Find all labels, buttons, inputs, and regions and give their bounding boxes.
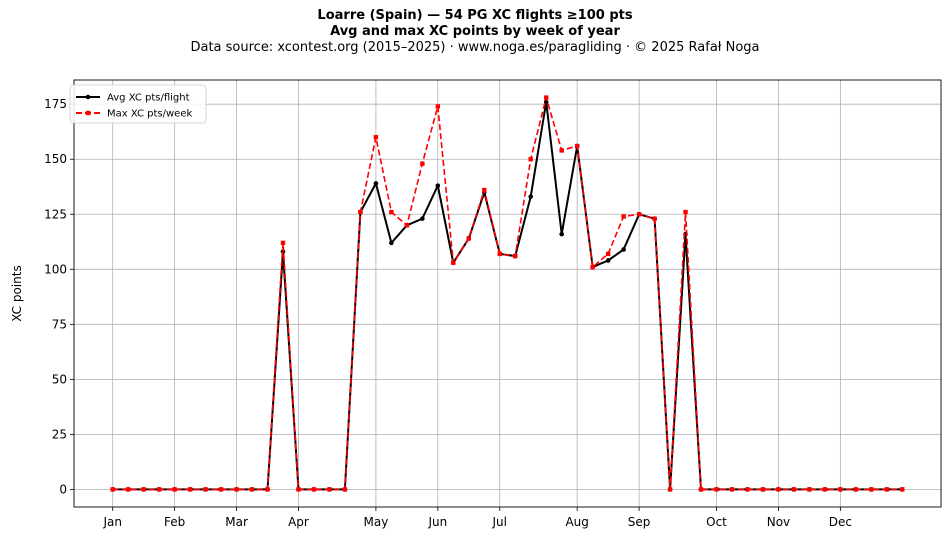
y-tick-label: 175 [44, 97, 67, 111]
data-point-max [636, 212, 642, 217]
data-point-max [652, 216, 657, 221]
data-point-max [280, 240, 286, 246]
data-point-avg [528, 194, 534, 199]
data-point-max [714, 487, 719, 492]
data-point-max [528, 157, 533, 162]
data-point-max [497, 251, 502, 257]
x-tick-label: Nov [767, 515, 790, 529]
data-point-max [513, 253, 518, 259]
y-tick-label: 125 [44, 207, 67, 221]
data-point-max [760, 487, 766, 492]
chart-source: Data source: xcontest.org (2015–2025) · … [190, 40, 760, 55]
legend-marker [85, 94, 91, 100]
data-point-max [203, 487, 208, 492]
data-point-max [389, 209, 394, 215]
data-point-avg [373, 181, 379, 186]
data-point-max [667, 487, 673, 492]
x-tick-label: Mar [225, 515, 248, 529]
x-tick-label: Aug [565, 515, 588, 529]
data-point-max [234, 487, 239, 492]
data-point-max [296, 487, 301, 492]
legend-marker [86, 110, 91, 116]
x-tick-label: May [363, 515, 388, 529]
data-point-avg [605, 258, 611, 263]
y-tick-label: 25 [52, 427, 67, 441]
data-point-max [605, 251, 611, 257]
x-tick-label: Sep [628, 515, 651, 529]
data-point-max [482, 187, 487, 193]
data-point-max [156, 487, 162, 492]
data-point-avg [420, 216, 425, 221]
data-point-max [125, 487, 131, 492]
x-tick-label: Apr [288, 515, 309, 529]
series-line-1 [112, 101, 903, 491]
data-point-max [776, 487, 781, 492]
data-point-max [373, 135, 379, 140]
data-point-max [265, 487, 270, 492]
y-tick-label: 75 [52, 317, 67, 331]
data-point-max [435, 104, 441, 109]
legend: Avg XC pts/flight Max XC pts/week [69, 84, 207, 124]
data-point-max [404, 223, 410, 228]
data-point-max [853, 487, 859, 492]
data-point-max [358, 209, 363, 215]
data-point-max [342, 487, 348, 492]
series-line-2 [112, 96, 903, 491]
data-point-max [698, 487, 704, 492]
data-point-max [141, 487, 146, 492]
data-point-avg [621, 247, 626, 252]
data-point-max [466, 236, 471, 241]
y-tick-label: 100 [44, 262, 67, 276]
chart-subtitle: Avg and max XC points by week of year [330, 24, 620, 39]
x-tick-label: Oct [706, 515, 727, 529]
data-point-max [822, 487, 828, 492]
data-point-avg [559, 231, 564, 237]
data-point-max [110, 487, 115, 492]
data-point-max [544, 95, 549, 100]
legend-box [69, 84, 207, 124]
x-tick-label: Jan [102, 515, 122, 529]
y-axis-label: XC points [10, 265, 24, 321]
x-tick-label: Jun [427, 515, 447, 529]
data-point-avg [435, 183, 441, 188]
data-point-max [791, 487, 797, 492]
data-point-max [745, 487, 750, 492]
data-point-max [869, 487, 874, 492]
data-point-max [218, 487, 224, 492]
data-point-max [574, 143, 580, 149]
data-point-max [729, 487, 735, 492]
legend-label: Max XC pts/week [107, 109, 192, 120]
data-point-avg [389, 240, 394, 246]
chart-title: Loarre (Spain) — 54 PG XC flights ≥100 p… [317, 8, 633, 23]
y-tick-label: 0 [59, 482, 67, 496]
x-tick-label: Dec [829, 515, 852, 529]
x-tick-label: Jul [492, 515, 507, 529]
data-point-max [249, 487, 255, 492]
data-point-max [838, 487, 843, 492]
data-point-max [683, 209, 688, 215]
data-point-max [807, 487, 812, 492]
data-point-max [172, 487, 177, 492]
plot-frame [73, 79, 942, 508]
data-point-max [420, 161, 425, 166]
data-point-max [621, 214, 626, 219]
y-tick-label: 50 [52, 372, 67, 386]
y-tick-label: 150 [44, 152, 67, 166]
data-point-max [884, 487, 890, 492]
x-tick-label: Feb [164, 515, 185, 529]
legend-label: Avg XC pts/flight [107, 93, 190, 104]
data-point-max [559, 148, 564, 153]
data-point-max [327, 487, 332, 492]
data-point-max [900, 487, 905, 492]
data-point-max [311, 487, 317, 492]
data-point-max [451, 260, 456, 265]
data-point-max [590, 264, 595, 270]
data-point-max [187, 487, 193, 492]
